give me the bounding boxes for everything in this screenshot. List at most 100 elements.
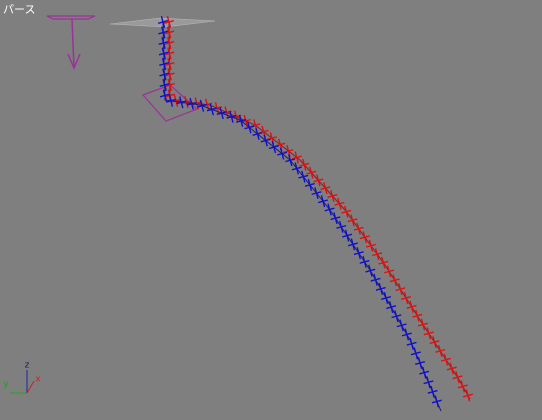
path-marker [196, 99, 207, 112]
path-marker [342, 229, 353, 242]
gizmo-box [141, 84, 199, 122]
path-marker [396, 319, 407, 332]
path-marker [419, 366, 430, 379]
path-marker [216, 107, 227, 120]
path-marker [260, 134, 271, 147]
path-marker [359, 231, 370, 244]
path-marker [299, 158, 310, 171]
path-marker [431, 395, 442, 408]
path-marker [417, 318, 429, 331]
path-marker [423, 376, 434, 389]
path-marker [386, 301, 397, 314]
path-marker [410, 347, 421, 360]
path-marker [370, 273, 381, 286]
path-marker [347, 214, 358, 227]
path-marker [159, 58, 170, 70]
path-marker [375, 282, 386, 295]
path-marker [353, 247, 364, 260]
path-marker [159, 68, 170, 81]
path-marker [158, 47, 169, 60]
path-marker [164, 47, 175, 60]
light-arrow [71, 18, 75, 69]
axis-x-label: x [35, 375, 41, 385]
light-plane [46, 15, 96, 20]
path-marker [365, 239, 376, 252]
axis-y-label: y [3, 380, 9, 390]
path-marker [158, 37, 169, 49]
path-marker [163, 16, 175, 28]
path-marker [359, 255, 370, 268]
path-marker [446, 362, 457, 375]
path-marker [244, 121, 255, 134]
path-marker [159, 89, 170, 102]
path-marker [440, 353, 452, 366]
path-marker [268, 141, 279, 154]
path-marker [298, 170, 309, 183]
path-marker [324, 203, 335, 216]
path-marker [252, 128, 263, 140]
path-line [162, 21, 442, 412]
path-marker [336, 220, 347, 233]
path-marker [164, 79, 175, 91]
path-marker [401, 328, 412, 341]
path-marker [186, 97, 197, 110]
path-marker [277, 147, 288, 160]
path-marker [318, 195, 329, 208]
path-marker [157, 16, 169, 28]
path-marker [378, 256, 389, 269]
path-marker [275, 138, 286, 151]
path-marker [304, 178, 315, 191]
path-marker [266, 132, 277, 145]
path-marker [406, 300, 417, 313]
path-marker [391, 310, 402, 323]
path-marker [457, 380, 468, 393]
path-marker [164, 26, 175, 39]
axis-x [26, 380, 35, 394]
path-marker [353, 222, 364, 235]
path-marker [311, 187, 322, 200]
path-marker [291, 151, 302, 164]
path-marker [365, 264, 376, 277]
path-line [168, 21, 471, 400]
path-marker [306, 166, 317, 179]
path-marker [206, 103, 217, 116]
path-marker [176, 96, 187, 109]
path-marker [406, 337, 417, 350]
path-marker [380, 292, 391, 304]
path-marker [389, 274, 400, 287]
path-marker [327, 190, 338, 202]
path-marker [226, 110, 237, 123]
path-marker [285, 154, 296, 167]
path-marker [341, 205, 352, 218]
path-marker [250, 119, 261, 132]
path-marker [236, 114, 247, 127]
path-marker [283, 145, 294, 158]
path-marker [372, 248, 383, 261]
path-marker [334, 197, 345, 210]
path-marker [427, 385, 438, 398]
path-marker [401, 292, 412, 305]
path-marker [313, 174, 324, 187]
path-marker [159, 79, 170, 91]
path-marker [384, 265, 395, 278]
path-marker [258, 125, 269, 138]
path-marker [158, 26, 169, 39]
path-marker [423, 327, 434, 340]
arrow-head [67, 53, 81, 70]
path-marker [462, 389, 473, 402]
path-marker [395, 283, 406, 296]
path-marker [330, 212, 341, 225]
path-marker [165, 94, 176, 107]
path-marker [320, 182, 331, 195]
path-marker [435, 344, 446, 357]
path-marker [291, 162, 302, 175]
path-marker [164, 58, 175, 70]
path-marker [415, 357, 426, 369]
path-marker [452, 371, 463, 384]
viewport-label[interactable]: パース [3, 3, 36, 16]
path-marker [347, 238, 358, 251]
path-marker [412, 309, 423, 322]
path-marker [164, 68, 175, 81]
